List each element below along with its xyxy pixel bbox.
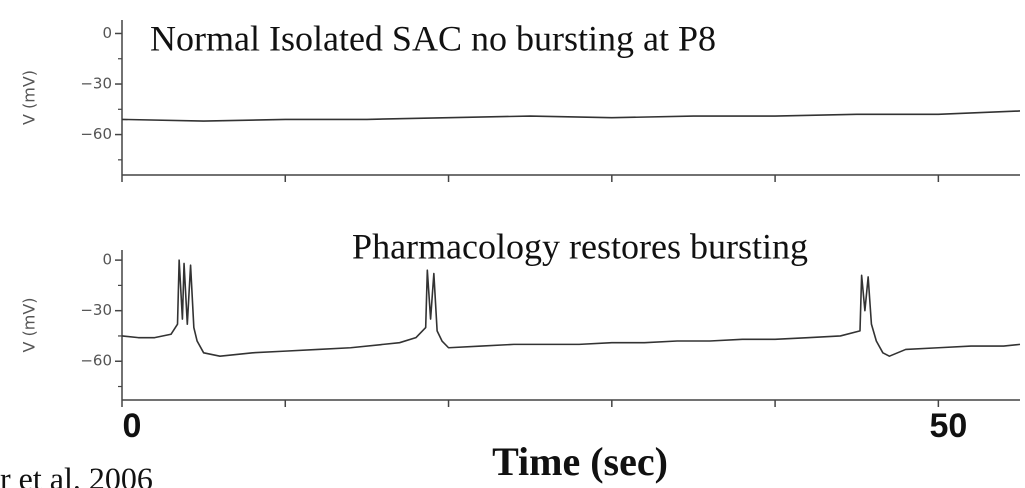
trace <box>121 110 1021 122</box>
citation: r et al. 2006 <box>0 460 153 488</box>
x-tick-label: 50 <box>929 407 967 445</box>
y-tick-label: −30 <box>80 75 112 93</box>
y-axis-label: V (mV) <box>20 70 39 125</box>
y-tick-label: 0 <box>102 24 112 42</box>
trace <box>121 259 1021 357</box>
x-tick-label: 0 <box>123 407 142 445</box>
chart-title: Normal Isolated SAC no bursting at P8 <box>150 18 716 58</box>
x-axis-label: Time (sec) <box>492 439 668 484</box>
y-tick-label: −60 <box>80 125 112 143</box>
chart-title: Pharmacology restores bursting <box>352 226 808 266</box>
y-axis-label: V (mV) <box>20 297 39 352</box>
y-tick-label: −60 <box>80 352 112 370</box>
y-tick-label: −30 <box>80 301 112 319</box>
y-tick-label: 0 <box>102 251 112 269</box>
